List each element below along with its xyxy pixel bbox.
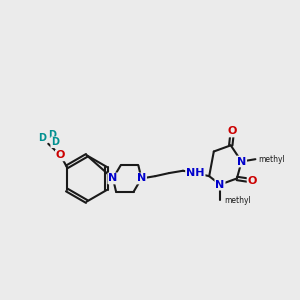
Text: N: N (237, 157, 246, 166)
Text: N: N (137, 173, 146, 184)
Text: D: D (51, 137, 59, 147)
Text: O: O (248, 176, 257, 186)
Text: D: D (48, 130, 56, 140)
Text: D: D (38, 134, 46, 143)
Text: NH: NH (186, 168, 205, 178)
Text: N: N (108, 173, 118, 184)
Text: O: O (56, 150, 65, 160)
Text: N: N (215, 180, 225, 190)
Text: methyl: methyl (225, 196, 251, 205)
Text: O: O (228, 127, 237, 136)
Text: methyl: methyl (259, 155, 285, 164)
